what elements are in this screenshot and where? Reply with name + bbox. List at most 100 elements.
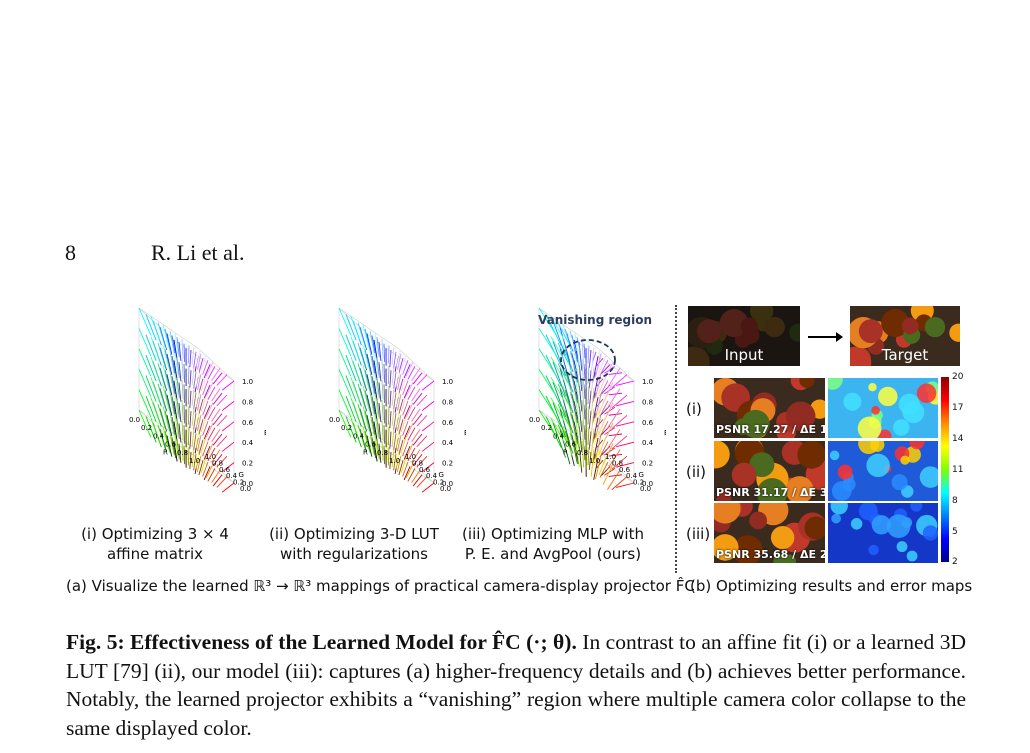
vector-arrow bbox=[164, 410, 171, 433]
b-tick-label: 0.0 bbox=[642, 480, 653, 488]
tomato-shape bbox=[799, 378, 815, 388]
vector-arrow bbox=[608, 474, 623, 477]
vector-arrow bbox=[381, 359, 384, 380]
vector-arrow bbox=[369, 371, 375, 394]
vector-arrow bbox=[381, 440, 384, 461]
g-tick-label: 1.0 bbox=[205, 453, 216, 461]
vector-arrow bbox=[383, 404, 386, 424]
vector-arrow bbox=[600, 364, 611, 375]
vector-arrow bbox=[189, 431, 192, 449]
vector-arrow bbox=[576, 439, 582, 455]
vector-arrow bbox=[378, 362, 382, 382]
caption-line: P. E. and AvgPool (ours) bbox=[464, 545, 642, 563]
vector-arrow bbox=[598, 355, 607, 374]
vector-arrow bbox=[200, 457, 207, 474]
vector-arrow bbox=[157, 424, 166, 449]
vector-arrow bbox=[393, 412, 397, 430]
g-tick-label: 0.2 bbox=[233, 479, 244, 487]
b-tick-label: 0.6 bbox=[642, 419, 654, 427]
vector-arrow bbox=[557, 403, 570, 426]
vector-arrow bbox=[398, 439, 404, 455]
vector-field-plot-mlp: 0.00.20.40.60.81.0B0.00.20.40.60.81.0R0.… bbox=[466, 300, 669, 515]
vector-arrow bbox=[599, 461, 609, 478]
g-tick-label: 0.0 bbox=[240, 485, 251, 493]
vector-arrow bbox=[371, 376, 377, 397]
result-photo: PSNR 17.27 / ΔE 18.9 bbox=[714, 378, 825, 438]
error-blob bbox=[829, 450, 840, 461]
vector-arrow bbox=[162, 344, 170, 369]
vector-arrow bbox=[581, 420, 585, 448]
vector-arrow bbox=[378, 382, 382, 402]
vector-arrow bbox=[596, 357, 604, 366]
vector-arrow bbox=[611, 435, 628, 450]
vector-arrow bbox=[166, 353, 173, 376]
vector-arrow bbox=[376, 357, 380, 378]
plot-svg: 0.00.20.40.60.81.0B0.00.20.40.60.81.0R0.… bbox=[129, 307, 269, 493]
vector-arrow bbox=[366, 415, 373, 437]
vector-arrow bbox=[374, 434, 379, 456]
vector-arrow bbox=[174, 393, 179, 416]
vector-arrow bbox=[604, 386, 616, 395]
tomato-shape bbox=[858, 319, 883, 344]
vector-arrow bbox=[350, 336, 361, 363]
vector-arrow bbox=[593, 417, 599, 440]
r-tick-label: 1.0 bbox=[589, 457, 600, 465]
vector-arrow bbox=[216, 455, 228, 468]
vector-arrow bbox=[596, 378, 604, 387]
vector-arrow bbox=[195, 410, 200, 428]
r-tick-label: 0.6 bbox=[565, 441, 577, 449]
vector-arrow bbox=[564, 410, 574, 434]
vector-arrow bbox=[593, 430, 600, 446]
box-edge bbox=[338, 307, 375, 341]
box-edge bbox=[338, 409, 375, 443]
vector-arrow bbox=[159, 388, 168, 412]
vector-arrow bbox=[178, 341, 182, 361]
vector-arrow bbox=[608, 413, 623, 416]
vector-arrow bbox=[157, 383, 166, 408]
box-edge bbox=[138, 307, 175, 341]
vector-arrow bbox=[596, 459, 604, 468]
subfigure-caption-b: (b) Optimizing results and error maps bbox=[690, 577, 973, 595]
vector-arrow bbox=[607, 388, 621, 409]
vector-arrow bbox=[150, 316, 161, 342]
vector-arrow bbox=[145, 416, 157, 443]
vector-arrow bbox=[162, 385, 170, 410]
vector-arrow bbox=[205, 361, 214, 377]
vector-arrow bbox=[581, 359, 585, 386]
vector-arrow bbox=[373, 360, 378, 380]
vector-arrow bbox=[216, 435, 228, 447]
vector-arrow bbox=[211, 367, 221, 381]
vector-arrow bbox=[608, 453, 623, 457]
vector-arrow bbox=[369, 391, 375, 414]
vector-arrow bbox=[411, 469, 421, 483]
vector-arrow bbox=[362, 385, 370, 410]
subfigure-caption-a: (a) Visualize the learned ℝ³ → ℝ³ mappin… bbox=[66, 577, 695, 595]
g-tick-label: 1.0 bbox=[405, 453, 416, 461]
box-edge bbox=[198, 450, 235, 484]
vector-arrow bbox=[159, 327, 168, 351]
vector-arrow bbox=[350, 377, 361, 403]
vector-arrow bbox=[616, 380, 635, 386]
vector-arrow bbox=[411, 388, 421, 402]
vector-arrow bbox=[364, 410, 371, 433]
vector-arrow bbox=[159, 429, 168, 453]
vector-arrow bbox=[373, 380, 378, 401]
r-axis-label: R bbox=[163, 449, 168, 457]
vector-arrow bbox=[198, 358, 204, 374]
vector-arrow bbox=[574, 373, 580, 407]
vector-arrow bbox=[562, 426, 573, 456]
vector-arrow bbox=[387, 365, 390, 384]
vector-arrow bbox=[189, 349, 192, 368]
vector-arrow bbox=[221, 462, 235, 473]
error-blob bbox=[898, 393, 920, 415]
g-axis-label: G bbox=[639, 471, 644, 479]
vector-arrow bbox=[395, 348, 400, 367]
vector-arrow bbox=[200, 375, 207, 392]
vector-arrow bbox=[191, 408, 195, 427]
tomato-shape bbox=[789, 323, 800, 342]
box-edge bbox=[398, 450, 435, 484]
vector-arrow bbox=[202, 380, 209, 396]
r-tick-label: 0.8 bbox=[177, 449, 188, 457]
error-blob bbox=[828, 378, 843, 390]
vector-arrow bbox=[338, 369, 352, 397]
